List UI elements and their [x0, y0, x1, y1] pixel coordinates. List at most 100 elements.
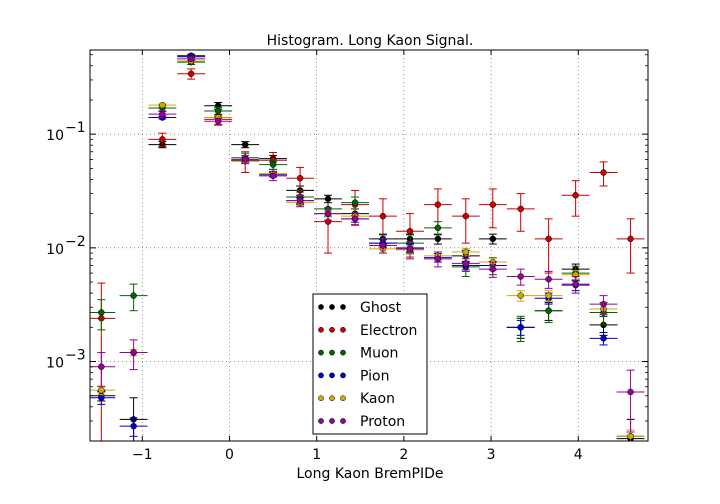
legend-marker: [340, 372, 346, 379]
data-point: [406, 227, 414, 235]
data-point: [462, 212, 470, 220]
data-point: [627, 235, 634, 243]
legend-item-electron: Electron: [318, 323, 417, 339]
plot-frame: [89, 49, 649, 442]
data-point: [98, 363, 105, 370]
x-tick-label: 1: [312, 447, 321, 463]
data-point: [98, 386, 105, 394]
legend-marker: [329, 395, 335, 402]
data-point: [434, 201, 442, 208]
data-point: [351, 199, 359, 206]
data-point: [98, 309, 105, 316]
data-point: [269, 172, 277, 180]
y-tick-label: 10: [46, 356, 64, 372]
chart-title: Histogram. Long Kaon Signal.: [267, 33, 474, 49]
data-point: [462, 260, 470, 267]
data-point: [406, 245, 414, 253]
data-point: [545, 307, 552, 314]
legend-marker: [329, 418, 335, 424]
legend-label: Ghost: [360, 300, 402, 316]
data-layer: [90, 52, 645, 441]
y-tick-exponent: −2: [65, 234, 86, 250]
legend-marker: [329, 326, 335, 333]
data-point: [379, 212, 387, 220]
data-point: [296, 174, 304, 182]
legend-label: Muon: [360, 346, 398, 362]
data-point: [379, 242, 387, 249]
data-point: [159, 101, 166, 109]
data-point: [187, 70, 195, 77]
data-point: [517, 205, 524, 213]
data-point: [241, 156, 249, 163]
x-tick-label: 2: [399, 447, 408, 463]
data-point: [545, 275, 552, 283]
data-point: [627, 388, 634, 396]
data-point: [130, 349, 137, 356]
y-tick-exponent: −3: [65, 348, 86, 364]
plot-area: −1 0 1 2 3 410−310−210 −1GhostElectronMuonPion…: [46, 49, 649, 463]
legend-marker: [318, 349, 324, 356]
legend-item-kaon: Kaon: [318, 391, 395, 407]
data-point: [462, 248, 470, 256]
legend-marker: [340, 395, 346, 402]
data-point: [324, 195, 332, 203]
legend-item-muon: Muon: [318, 346, 398, 362]
data-point: [600, 169, 607, 176]
data-point: [434, 255, 442, 263]
x-tick-label: 0: [225, 447, 234, 463]
data-point: [98, 394, 105, 402]
y-tick-exponent: −1: [65, 120, 86, 136]
data-point: [600, 300, 607, 308]
legend-marker: [329, 304, 335, 310]
data-point: [241, 141, 249, 148]
legend-marker: [329, 349, 335, 356]
legend-marker: [318, 395, 324, 402]
legend-marker: [318, 418, 324, 424]
x-tick-label: 3: [487, 447, 496, 463]
data-point: [545, 235, 552, 243]
legend-item-proton: Proton: [318, 414, 405, 430]
legend-label: Pion: [360, 368, 389, 384]
data-point: [517, 324, 524, 331]
legend-marker: [329, 372, 335, 379]
series-proton: [90, 55, 645, 433]
legend: Ghost Electron Muon Pion Kaon Proton: [312, 293, 428, 435]
legend-label: Kaon: [360, 391, 395, 407]
data-point: [159, 110, 166, 118]
legend-label: Proton: [360, 414, 405, 430]
legend-box: [312, 293, 428, 435]
legend-item-ghost: Ghost: [318, 300, 402, 316]
y-tick-label: 10: [46, 242, 64, 258]
data-point: [214, 117, 222, 125]
x-tick-label: −1: [132, 447, 153, 463]
data-point: [517, 292, 524, 299]
data-point: [214, 107, 222, 115]
data-point: [627, 433, 634, 440]
data-point: [351, 215, 359, 223]
legend-marker: [318, 304, 324, 310]
data-point: [600, 335, 607, 342]
data-point: [269, 161, 277, 168]
y-tick-label: 10: [46, 128, 64, 144]
legend-marker: [318, 326, 324, 333]
data-point: [489, 235, 497, 243]
x-tick-label: 4: [574, 447, 583, 463]
legend-item-pion: Pion: [318, 368, 389, 384]
data-point: [187, 55, 195, 63]
data-point: [489, 201, 497, 208]
data-point: [159, 136, 166, 143]
data-point: [572, 280, 579, 288]
data-point: [572, 192, 579, 199]
data-point: [517, 273, 524, 280]
legend-marker: [340, 418, 346, 424]
data-point: [434, 224, 442, 232]
legend-label: Electron: [360, 323, 417, 339]
data-point: [545, 292, 552, 299]
legend-marker: [340, 349, 346, 356]
data-point: [130, 292, 137, 299]
data-point: [296, 197, 304, 204]
data-point: [434, 235, 442, 243]
data-point: [130, 422, 137, 430]
